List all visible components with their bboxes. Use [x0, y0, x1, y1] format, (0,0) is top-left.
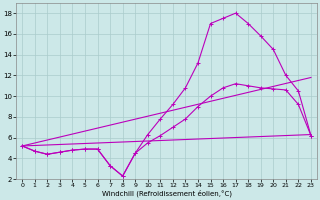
X-axis label: Windchill (Refroidissement éolien,°C): Windchill (Refroidissement éolien,°C)	[101, 190, 232, 197]
